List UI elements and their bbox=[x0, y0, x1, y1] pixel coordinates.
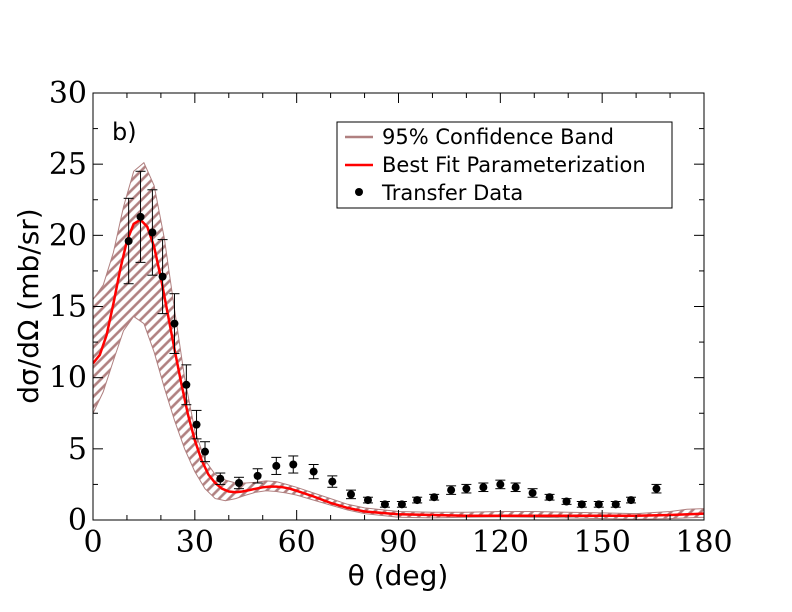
x-axis-label: θ (deg) bbox=[348, 559, 449, 592]
data-point bbox=[191, 409, 202, 440]
data-marker bbox=[363, 496, 372, 505]
data-point bbox=[169, 293, 180, 354]
data-marker bbox=[216, 474, 225, 483]
data-point bbox=[412, 496, 423, 505]
legend-swatch-data bbox=[355, 188, 363, 196]
data-point bbox=[576, 500, 587, 509]
data-point bbox=[527, 488, 538, 498]
data-point bbox=[593, 500, 604, 509]
data-point bbox=[626, 496, 637, 505]
data-marker bbox=[272, 461, 281, 470]
data-point bbox=[561, 497, 572, 506]
data-point bbox=[510, 482, 521, 493]
data-point bbox=[651, 483, 662, 494]
data-marker bbox=[170, 319, 179, 328]
data-marker bbox=[430, 493, 439, 502]
x-axis-ticks: 0 30 60 90 120 150 180 bbox=[83, 93, 733, 560]
x-tick-label: 90 bbox=[379, 525, 417, 560]
data-point bbox=[271, 456, 282, 475]
data-marker bbox=[289, 460, 298, 469]
data-point bbox=[252, 468, 263, 484]
data-marker bbox=[148, 228, 157, 237]
data-marker bbox=[380, 500, 389, 509]
data-marker bbox=[328, 477, 337, 486]
panel-label: b) bbox=[112, 118, 137, 146]
data-marker bbox=[652, 484, 661, 493]
legend-label-fit: Best Fit Parameterization bbox=[382, 153, 646, 177]
data-marker bbox=[182, 380, 191, 389]
data-point bbox=[446, 485, 457, 495]
data-point bbox=[123, 197, 134, 285]
x-tick-label: 120 bbox=[472, 525, 529, 560]
data-marker bbox=[136, 212, 145, 221]
data-marker bbox=[413, 496, 422, 505]
data-point bbox=[147, 189, 158, 276]
data-marker bbox=[192, 420, 201, 429]
data-marker bbox=[201, 447, 210, 456]
y-tick-label: 15 bbox=[49, 290, 87, 325]
x-tick-label: 60 bbox=[278, 525, 316, 560]
confidence-band-area bbox=[93, 161, 704, 520]
data-point bbox=[362, 496, 373, 505]
data-marker bbox=[545, 493, 554, 502]
y-tick-label: 20 bbox=[49, 218, 87, 253]
x-tick-label: 150 bbox=[574, 525, 631, 560]
data-point bbox=[478, 482, 489, 493]
data-point bbox=[135, 170, 146, 263]
best-fit-line bbox=[93, 218, 704, 517]
legend-label-data: Transfer Data bbox=[381, 181, 523, 205]
data-point bbox=[327, 475, 338, 488]
data-marker bbox=[562, 497, 571, 506]
data-point bbox=[288, 455, 299, 474]
data-point bbox=[233, 476, 244, 490]
x-tick-label: 0 bbox=[83, 525, 102, 560]
data-point bbox=[379, 500, 390, 509]
data-marker bbox=[124, 237, 133, 246]
y-tick-label: 5 bbox=[68, 432, 87, 467]
data-point bbox=[215, 472, 226, 485]
data-marker bbox=[397, 500, 406, 509]
legend: 95% Confidence Band Best Fit Parameteriz… bbox=[336, 121, 673, 209]
data-point bbox=[181, 364, 192, 406]
data-point bbox=[157, 239, 168, 315]
data-marker bbox=[253, 471, 262, 480]
data-marker bbox=[447, 486, 456, 495]
y-tick-label: 10 bbox=[49, 361, 87, 396]
data-marker bbox=[611, 500, 620, 509]
data-point bbox=[544, 493, 555, 502]
data-point bbox=[345, 489, 356, 500]
y-tick-label: 25 bbox=[49, 147, 87, 182]
data-point bbox=[429, 493, 440, 502]
y-axis-ticks: 0 5 10 15 20 25 30 bbox=[49, 76, 704, 538]
data-points-group bbox=[123, 170, 662, 509]
data-marker bbox=[594, 500, 603, 509]
data-marker bbox=[511, 483, 520, 492]
data-marker bbox=[479, 483, 488, 492]
data-marker bbox=[462, 484, 471, 493]
data-point bbox=[308, 463, 319, 480]
data-point bbox=[200, 441, 211, 463]
data-point bbox=[396, 500, 407, 509]
y-tick-label: 0 bbox=[68, 503, 87, 538]
data-marker bbox=[309, 467, 318, 476]
data-point bbox=[610, 500, 621, 509]
data-marker bbox=[528, 488, 537, 497]
data-marker bbox=[346, 490, 355, 499]
data-point bbox=[495, 479, 506, 490]
legend-box bbox=[336, 121, 673, 209]
data-marker bbox=[577, 500, 586, 509]
x-tick-label: 180 bbox=[675, 525, 732, 560]
x-tick-label: 30 bbox=[176, 525, 214, 560]
legend-label-band: 95% Confidence Band bbox=[382, 125, 614, 149]
y-tick-label: 30 bbox=[49, 76, 87, 111]
y-axis-label: dσ/dΩ (mb/sr) bbox=[12, 208, 45, 403]
data-marker bbox=[158, 272, 167, 281]
data-marker bbox=[234, 478, 243, 487]
data-marker bbox=[627, 496, 636, 505]
data-marker bbox=[496, 480, 505, 489]
data-point bbox=[461, 483, 472, 494]
